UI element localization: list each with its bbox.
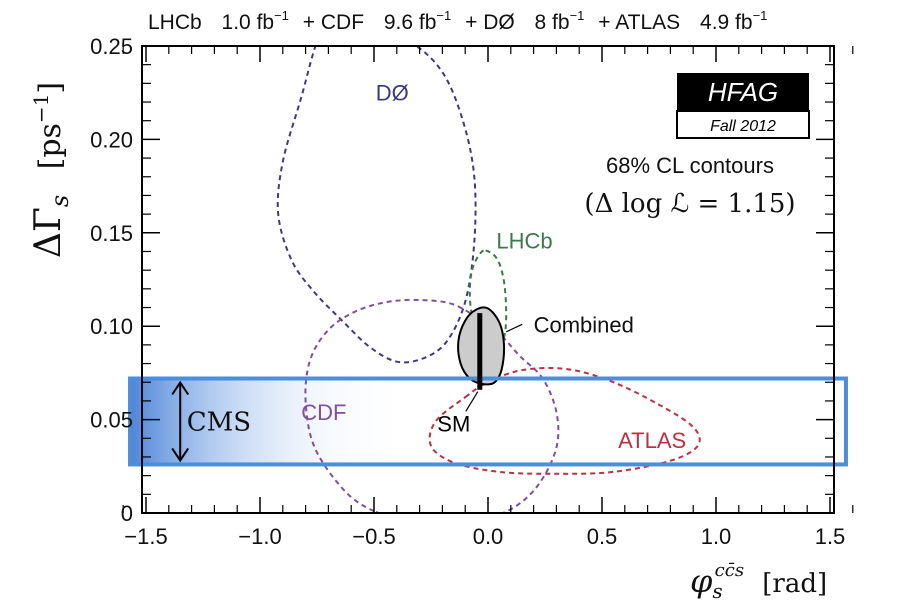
header-d0-label: + DØ [465, 11, 515, 34]
cl-note-line2: (Δ log ℒ = 1.15) [584, 189, 795, 219]
header-d0-sup: −1 [570, 8, 585, 23]
chart-header: LHCb 1.0 fb−1 + CDF 9.6 fb−1 + DØ 8 fb−1… [148, 2, 767, 34]
cms-band [128, 376, 848, 467]
x-tick-label: 0.5 [587, 524, 618, 549]
hfag-logo: HFAG Fall 2012 [676, 73, 810, 139]
cms-arrow-head-top [171, 380, 190, 396]
header-d0-value: 8 fb [535, 11, 570, 34]
hfag-logo-date: Fall 2012 [710, 118, 776, 135]
combined-leader-line [505, 323, 523, 333]
x-tick-label: −1.5 [124, 524, 167, 549]
contour-label-lhcb: LHCb [496, 228, 552, 253]
x-axis-label: φscc̄s [rad] [690, 546, 827, 603]
header-atlas-sup: −1 [753, 8, 768, 23]
y-tick-label: 0.10 [90, 314, 133, 339]
header-cdf-value: 9.6 fb [384, 11, 437, 34]
contour-label-d0: DØ [376, 81, 409, 106]
y-axis-unit-open: [ps [33, 123, 68, 169]
y-tick-label: 0.05 [90, 408, 133, 433]
header-cdf-label: + CDF [303, 11, 364, 34]
y-tick-label: 0.15 [90, 221, 133, 246]
contour-label-cdf: CDF [301, 400, 346, 425]
x-tick-label: 1.5 [815, 524, 846, 549]
y-axis-unit-sup: −1 [29, 94, 53, 123]
contour-label-combined: Combined [534, 312, 634, 337]
y-axis-symbol: ΔΓ [28, 207, 69, 258]
x-tick-label: 1.0 [701, 524, 732, 549]
y-axis-label: ΔΓs [ps−1] [28, 82, 77, 258]
y-tick-label: 0 [121, 501, 133, 526]
contour-atlas [428, 366, 701, 475]
header-cdf-sup: −1 [436, 8, 451, 23]
header-atlas-label: + ATLAS [598, 11, 680, 34]
x-axis-symbol: φ [690, 562, 713, 600]
header-lhcb-sup: −1 [274, 8, 289, 23]
header-lhcb-value: 1.0 fb [222, 11, 275, 34]
hfag-logo-title: HFAG [708, 77, 778, 107]
cms-band-fill [130, 378, 846, 465]
cms-label: CMS [187, 407, 251, 437]
cl-note-line1: 68% CL contours [606, 153, 774, 178]
contour-lhcb [468, 249, 508, 345]
y-axis-sub: s [46, 195, 74, 207]
y-axis-unit-close: ] [33, 82, 68, 94]
y-tick-label: 0.25 [90, 34, 133, 59]
sm-leader-line [465, 391, 479, 412]
sm-label: SM [437, 411, 470, 436]
x-axis-unit: [rad] [762, 569, 827, 599]
axis-ticks: −1.5 −1.0 −0.5 0.0 0.5 1.0 1.5 0 0.05 0.10 0.15 0.2… [90, 34, 854, 549]
x-axis-sup: cc̄s [715, 560, 744, 581]
contour-label-atlas: ATLAS [618, 428, 686, 453]
header-atlas-value: 4.9 fb [700, 11, 753, 34]
header-lhcb-label: LHCb [148, 11, 202, 34]
x-tick-label: 0.0 [473, 524, 504, 549]
y-tick-label: 0.20 [90, 127, 133, 152]
x-axis-sub: s [712, 579, 722, 603]
cms-arrow-head-bottom [171, 447, 190, 463]
x-tick-label: −0.5 [352, 524, 395, 549]
contour-d0 [276, 46, 477, 364]
x-tick-label: −1.0 [238, 524, 281, 549]
